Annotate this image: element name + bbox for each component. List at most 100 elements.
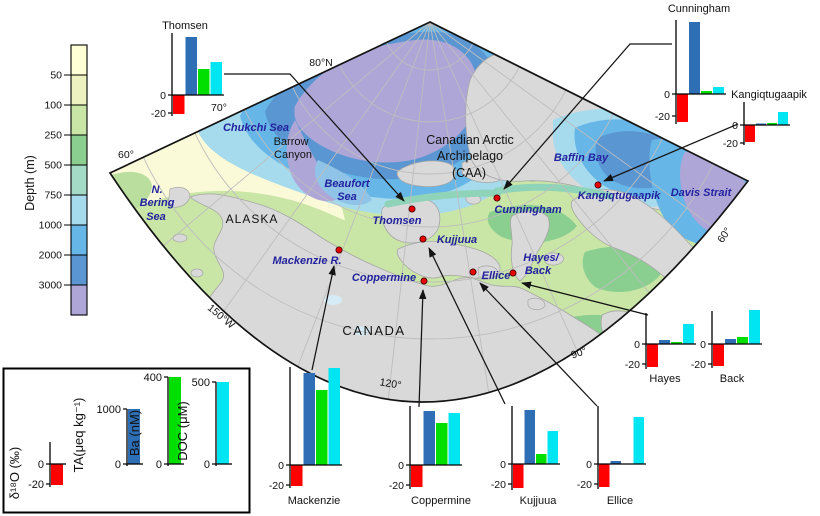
chart-thomsen: 0 -20 Thomsen xyxy=(151,20,224,120)
bar-TA xyxy=(423,411,435,465)
depth-colorbar: 50 100 250 500 750 1000 2000 3000 Depth (m) xyxy=(23,44,88,316)
land-islet-1 xyxy=(172,233,188,243)
tick-zero-label: 0 xyxy=(160,90,166,102)
sea-label: Baffin Bay xyxy=(554,152,609,164)
station-label: Back xyxy=(525,265,552,277)
small-island-1 xyxy=(544,252,565,266)
legend-bar xyxy=(217,382,229,464)
bar-d18O xyxy=(745,125,755,142)
tick-neg20-label: -20 xyxy=(655,111,670,123)
legend-bar xyxy=(128,409,140,464)
pointer-arrow xyxy=(311,265,336,371)
sea-label: Bering xyxy=(140,197,175,209)
bar-TA xyxy=(303,373,315,465)
depth-segment xyxy=(71,285,87,315)
legend-box xyxy=(2,367,251,514)
chart-kujjuua: 0 -20 Kujjuua xyxy=(491,406,560,507)
tick-zero-label: 0 xyxy=(398,460,404,472)
tick-zero-label: 0 xyxy=(278,460,284,472)
southampton-island xyxy=(600,310,642,343)
bar-DOC xyxy=(749,310,760,344)
sea-label: Davis Strait xyxy=(671,187,733,199)
land-label: Canyon xyxy=(274,149,312,161)
colorbar-tick-label: 2000 xyxy=(39,250,63,262)
tick-neg20-label: -20 xyxy=(625,359,640,371)
colorbar-tick-label: 50 xyxy=(50,70,62,82)
chart-cunningham: 0 -20 Cunningham xyxy=(655,3,730,124)
depth-segment xyxy=(71,135,87,165)
tick-zero-label: 0 xyxy=(732,120,738,132)
bar-d18O xyxy=(713,344,724,366)
sea-label: Sea xyxy=(337,191,357,203)
legend-tick-label: 500 xyxy=(192,377,210,389)
chart-hayes: 0 -20 Hayes xyxy=(625,313,696,385)
tick-neg20-label: -20 xyxy=(577,479,592,491)
tick-zero-label: 0 xyxy=(586,459,592,471)
station-dot xyxy=(420,277,428,285)
land-label: Barrow xyxy=(274,136,309,148)
colorbar-tick-label: 3000 xyxy=(39,280,63,292)
legend-tick-label: 0 xyxy=(156,459,162,471)
legend-axis-title: DOC (μM) xyxy=(175,401,190,460)
pointer-arrows xyxy=(224,43,739,408)
bar-d18O xyxy=(173,95,185,114)
legend-tick-label: 0 xyxy=(115,459,121,471)
small-island-3 xyxy=(527,297,546,310)
colorbar-frame xyxy=(70,44,88,316)
chart-back: 0 -20 Back xyxy=(691,310,762,385)
station-label: Hayes/ xyxy=(523,252,560,264)
bar-Ba xyxy=(198,69,210,95)
chart-ellice: 0 -20 Ellice xyxy=(577,406,646,507)
colorbar-tick-label: 100 xyxy=(44,100,62,112)
land-label: CANADA xyxy=(342,323,405,338)
parallel-line xyxy=(169,22,691,283)
bar-d18O xyxy=(411,465,423,487)
bar-Ba xyxy=(737,337,748,344)
chart-mackenzie: 0 -20 Mackenzie xyxy=(269,367,342,507)
colorbar-tick-label: 250 xyxy=(44,130,62,142)
chart-river-label: Cunningham xyxy=(668,3,730,15)
chart-river-label: Hayes xyxy=(649,373,681,385)
bar-d18O xyxy=(513,464,524,488)
tick-neg20-label: -20 xyxy=(151,108,166,120)
legend-bar xyxy=(169,377,181,464)
pointer-arrow xyxy=(418,289,427,408)
great-slave-lake xyxy=(354,326,370,336)
chart-river-label: Ellice xyxy=(607,495,633,507)
bar-Ba xyxy=(436,423,448,465)
sea-label: Beaufort xyxy=(324,178,371,190)
bar-TA xyxy=(689,22,700,94)
colorbar-tick-label: 750 xyxy=(44,190,62,202)
legend-tick-label: 0 xyxy=(204,459,210,471)
station-label: Kujjuua xyxy=(437,234,477,246)
bar-DOC xyxy=(778,112,788,125)
bar-DOC xyxy=(683,324,694,344)
tick-neg20-label: -20 xyxy=(723,138,738,150)
depth-segment xyxy=(71,75,87,105)
station-dots xyxy=(335,181,602,285)
station-dot xyxy=(493,194,501,202)
station-label: Thomsen xyxy=(373,215,422,227)
king-william-island xyxy=(477,265,499,280)
tick-zero-label: 0 xyxy=(700,339,706,351)
grid-label: 60° xyxy=(118,149,134,161)
parallel-line xyxy=(112,22,748,340)
bar-DOC xyxy=(547,431,558,464)
bar-Ba xyxy=(536,454,547,464)
legend-tick-label: 1000 xyxy=(97,404,121,416)
station-bar-charts: 0 -20 Thomsen 0 -20 Cunningham 0 -20 Kangiqtugaa… xyxy=(151,3,808,507)
depth-segment xyxy=(71,165,87,195)
chart-river-label: Kangiqtugaapik xyxy=(731,89,807,101)
depth-segment xyxy=(71,195,87,225)
bar-TA xyxy=(610,461,621,464)
units-legend: 0 -20 δ¹⁸O (‰) 0 1000 TA(μeq kg⁻¹) 0 400 Ba (nM)… xyxy=(2,367,251,514)
bar-DOC xyxy=(713,87,724,94)
depth-segment xyxy=(71,225,87,255)
colorbar-title: Depth (m) xyxy=(23,155,37,211)
grid-label: 80°N xyxy=(309,57,332,69)
bar-DOC xyxy=(210,62,222,95)
bar-DOC xyxy=(448,413,460,465)
